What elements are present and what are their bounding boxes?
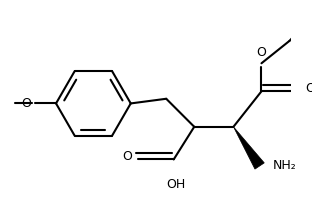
Polygon shape — [233, 127, 264, 169]
Text: OH: OH — [166, 178, 185, 191]
Text: O: O — [256, 46, 266, 59]
Text: O: O — [122, 150, 132, 163]
Text: O: O — [21, 97, 31, 110]
Text: NH₂: NH₂ — [273, 159, 296, 173]
Text: O: O — [305, 82, 312, 95]
